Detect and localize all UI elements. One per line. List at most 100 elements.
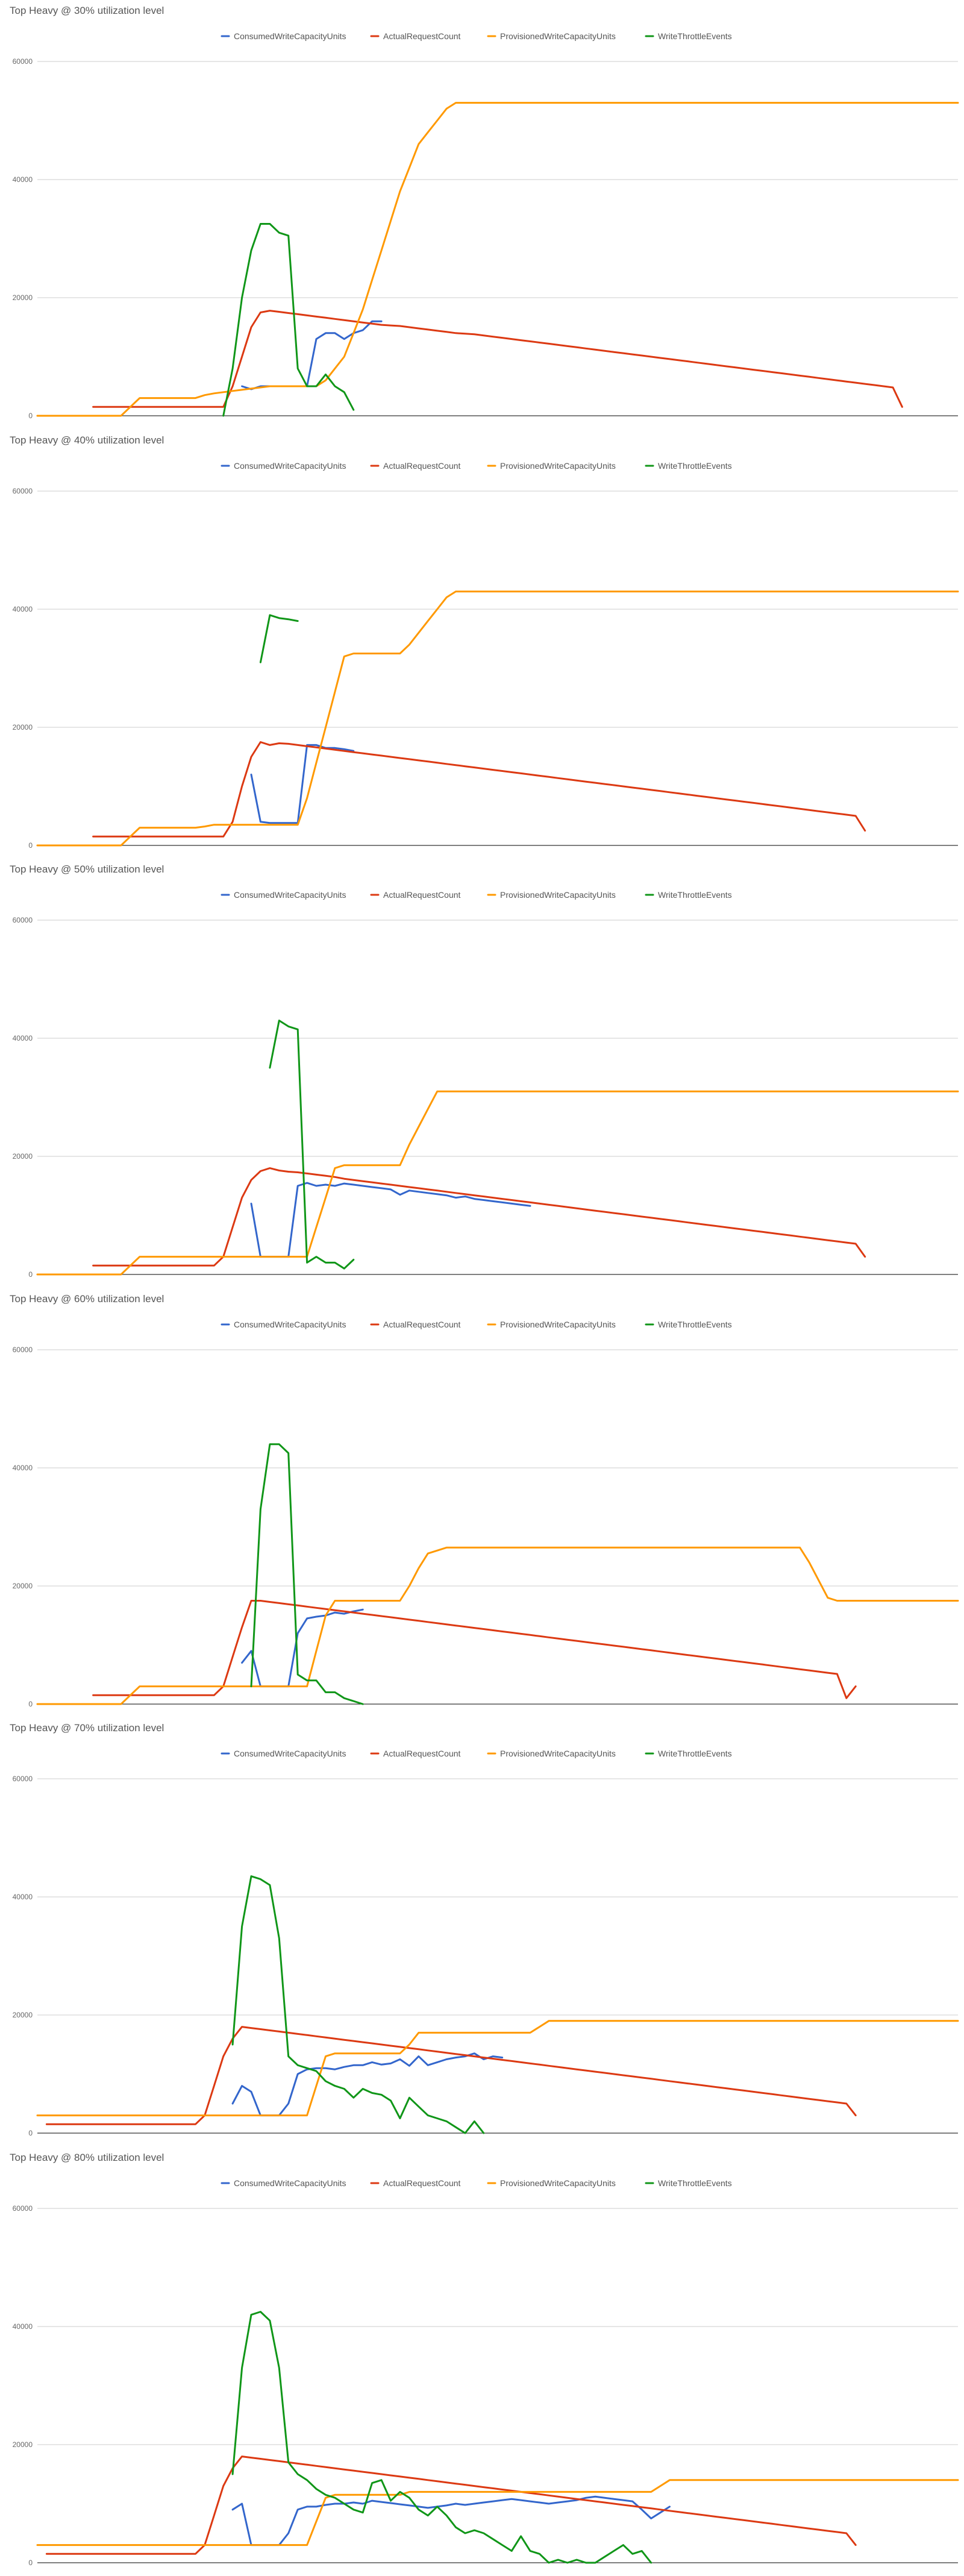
legend-item-provisionedwritecapacityunits[interactable]: ProvisionedWriteCapacityUnits: [487, 2178, 616, 2188]
y-tick-label: 60000: [13, 57, 33, 66]
legend-item-writethrottleevents[interactable]: WriteThrottleEvents: [645, 890, 732, 900]
y-tick-label: 60000: [13, 2204, 33, 2213]
chart-panel: Top Heavy @ 70% utilization level 0 20000 4…: [0, 1717, 964, 2147]
legend-label: ProvisionedWriteCapacityUnits: [500, 1320, 616, 1329]
legend-label: ProvisionedWriteCapacityUnits: [500, 1749, 616, 1758]
legend-item-consumedwritecapacityunits[interactable]: ConsumedWriteCapacityUnits: [221, 1749, 346, 1758]
series-line-consumedwritecapacityunits: [250, 1182, 531, 1258]
y-tick-label: 20000: [13, 2011, 33, 2019]
legend-item-provisionedwritecapacityunits[interactable]: ProvisionedWriteCapacityUnits: [487, 1320, 616, 1329]
series-line-consumedwritecapacityunits: [241, 320, 383, 390]
legend-label: ActualRequestCount: [383, 461, 461, 471]
y-tick-label: 60000: [13, 487, 33, 495]
series-line-consumedwritecapacityunits: [231, 2495, 671, 2546]
legend-item-provisionedwritecapacityunits[interactable]: ProvisionedWriteCapacityUnits: [487, 461, 616, 471]
line-chart: 0 20000 40000 60000 ConsumedWriteCapacityUni…: [13, 2178, 959, 2567]
legend-item-actualrequestcount[interactable]: ActualRequestCount: [370, 2178, 461, 2188]
chart-panel: Top Heavy @ 60% utilization level 0 20000 4…: [0, 1288, 964, 1718]
legend-item-actualrequestcount[interactable]: ActualRequestCount: [370, 1749, 461, 1758]
y-tick-label: 20000: [13, 2440, 33, 2449]
y-tick-label: 20000: [13, 1582, 33, 1590]
series-line-actualrequestcount: [92, 741, 866, 838]
series-line-actualrequestcount: [92, 1599, 857, 1699]
legend-label: ConsumedWriteCapacityUnits: [234, 461, 346, 471]
series-line-consumedwritecapacityunits: [231, 2052, 504, 2117]
series-line-actualrequestcount: [92, 1167, 866, 1267]
legend-label: ActualRequestCount: [383, 1749, 461, 1758]
legend-item-actualrequestcount[interactable]: ActualRequestCount: [370, 31, 461, 41]
series-line-provisionedwritecapacityunits: [36, 1090, 959, 1276]
legend-label: ProvisionedWriteCapacityUnits: [500, 31, 616, 41]
chart-title: Top Heavy @ 70% utilization level: [10, 1722, 164, 1734]
y-tick-label: 40000: [13, 1464, 33, 1472]
legend-label: WriteThrottleEvents: [658, 31, 732, 41]
series-line-provisionedwritecapacityunits: [36, 2020, 959, 2117]
y-tick-label: 0: [28, 1270, 33, 1279]
legend-label: WriteThrottleEvents: [658, 2178, 732, 2188]
legend-item-actualrequestcount[interactable]: ActualRequestCount: [370, 1320, 461, 1329]
series-line-actualrequestcount: [45, 2455, 857, 2555]
y-tick-label: 40000: [13, 605, 33, 613]
chart-title: Top Heavy @ 30% utilization level: [10, 5, 164, 16]
series-line-writethrottleevents: [269, 1020, 355, 1270]
legend-label: WriteThrottleEvents: [658, 890, 732, 900]
y-tick-label: 0: [28, 841, 33, 850]
line-chart: 0 20000 40000 60000 ConsumedWriteCapacityUni…: [13, 890, 959, 1279]
y-tick-label: 60000: [13, 1775, 33, 1783]
series-line-provisionedwritecapacityunits: [36, 2478, 959, 2546]
series-line-actualrequestcount: [45, 2026, 857, 2125]
legend-item-writethrottleevents[interactable]: WriteThrottleEvents: [645, 31, 732, 41]
series-line-writethrottleevents: [222, 223, 355, 417]
legend-item-actualrequestcount[interactable]: ActualRequestCount: [370, 461, 461, 471]
series-line-provisionedwritecapacityunits: [36, 590, 959, 846]
y-tick-label: 40000: [13, 1893, 33, 1901]
series-line-provisionedwritecapacityunits: [36, 102, 959, 417]
line-chart: 0 20000 40000 60000 ConsumedWriteCapacityUni…: [13, 461, 959, 850]
legend-item-consumedwritecapacityunits[interactable]: ConsumedWriteCapacityUnits: [221, 890, 346, 900]
series-line-consumedwritecapacityunits: [241, 1608, 364, 1687]
legend-item-consumedwritecapacityunits[interactable]: ConsumedWriteCapacityUnits: [221, 1320, 346, 1329]
legend-item-consumedwritecapacityunits[interactable]: ConsumedWriteCapacityUnits: [221, 2178, 346, 2188]
legend-item-provisionedwritecapacityunits[interactable]: ProvisionedWriteCapacityUnits: [487, 890, 616, 900]
legend-label: ConsumedWriteCapacityUnits: [234, 2178, 346, 2188]
y-tick-label: 60000: [13, 1346, 33, 1354]
series-line-writethrottleevents: [231, 2310, 653, 2563]
series-line-writethrottleevents: [259, 613, 299, 663]
legend-item-consumedwritecapacityunits[interactable]: ConsumedWriteCapacityUnits: [221, 31, 346, 41]
legend-item-writethrottleevents[interactable]: WriteThrottleEvents: [645, 461, 732, 471]
y-tick-label: 0: [28, 2559, 33, 2567]
legend-label: ActualRequestCount: [383, 2178, 461, 2188]
chart-panel: Top Heavy @ 40% utilization level 0 20000 4…: [0, 430, 964, 859]
legend-item-writethrottleevents[interactable]: WriteThrottleEvents: [645, 1320, 732, 1329]
series-line-writethrottleevents: [250, 1443, 364, 1705]
chart-title: Top Heavy @ 40% utilization level: [10, 434, 164, 446]
legend-label: ActualRequestCount: [383, 31, 461, 41]
legend-label: ActualRequestCount: [383, 1320, 461, 1329]
y-tick-label: 40000: [13, 175, 33, 184]
chart-panel: Top Heavy @ 30% utilization level 0 20000 4…: [0, 0, 964, 430]
legend-label: ProvisionedWriteCapacityUnits: [500, 461, 616, 471]
line-chart: 0 20000 40000 60000 ConsumedWriteCapacityUni…: [13, 1320, 959, 1708]
line-chart: 0 20000 40000 60000 ConsumedWriteCapacityUni…: [13, 1749, 959, 2137]
y-tick-label: 40000: [13, 1034, 33, 1042]
y-tick-label: 60000: [13, 916, 33, 924]
y-tick-label: 40000: [13, 2322, 33, 2331]
legend-label: ProvisionedWriteCapacityUnits: [500, 890, 616, 900]
legend-item-provisionedwritecapacityunits[interactable]: ProvisionedWriteCapacityUnits: [487, 1749, 616, 1758]
legend-label: ProvisionedWriteCapacityUnits: [500, 2178, 616, 2188]
legend-label: ConsumedWriteCapacityUnits: [234, 31, 346, 41]
series-line-writethrottleevents: [231, 1875, 485, 2134]
y-tick-label: 20000: [13, 1152, 33, 1161]
y-tick-label: 20000: [13, 293, 33, 302]
legend-label: ConsumedWriteCapacityUnits: [234, 1320, 346, 1329]
legend-item-provisionedwritecapacityunits[interactable]: ProvisionedWriteCapacityUnits: [487, 31, 616, 41]
legend-item-consumedwritecapacityunits[interactable]: ConsumedWriteCapacityUnits: [221, 461, 346, 471]
legend-item-writethrottleevents[interactable]: WriteThrottleEvents: [645, 2178, 732, 2188]
legend-label: ActualRequestCount: [383, 890, 461, 900]
y-tick-label: 0: [28, 412, 33, 420]
legend-item-writethrottleevents[interactable]: WriteThrottleEvents: [645, 1749, 732, 1758]
y-tick-label: 0: [28, 2129, 33, 2137]
series-line-provisionedwritecapacityunits: [36, 1546, 959, 1705]
legend-item-actualrequestcount[interactable]: ActualRequestCount: [370, 890, 461, 900]
